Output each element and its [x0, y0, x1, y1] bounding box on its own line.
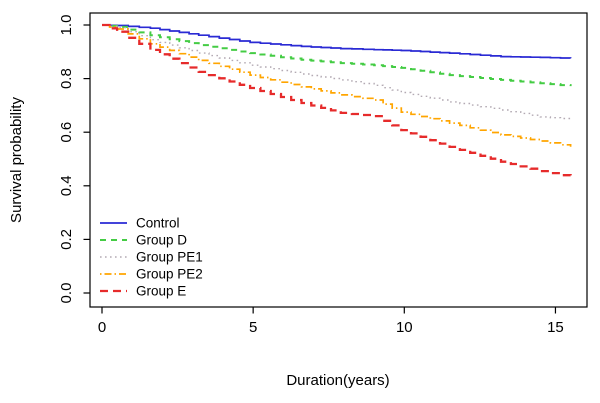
- y-tick-label: 0.8: [58, 68, 75, 89]
- legend-label-group-d: Group D: [136, 233, 187, 248]
- series-line-group-e: [102, 23, 572, 178]
- x-tick-label: 0: [98, 319, 106, 336]
- legend-label-group-pe2: Group PE2: [136, 267, 203, 282]
- plot-border: [89, 12, 588, 308]
- x-tick-label: 15: [547, 319, 564, 336]
- y-tick-label: 0.4: [58, 175, 75, 196]
- series-line-group-d: [102, 24, 572, 87]
- y-tick-label: 0.2: [58, 229, 75, 250]
- series-lines: [102, 23, 572, 178]
- y-tick-label: 0.0: [58, 283, 75, 304]
- legend-label-group-pe1: Group PE1: [136, 250, 203, 265]
- y-tick-label: 0.6: [58, 122, 75, 143]
- x-tick-label: 10: [396, 319, 413, 336]
- series-line-group-pe2: [102, 24, 572, 147]
- x-axis-title: Duration(years): [286, 372, 389, 389]
- x-axis: 0 5 10 15: [98, 307, 564, 336]
- x-tick-label: 5: [249, 319, 257, 336]
- y-tick-label: 1.0: [58, 15, 75, 36]
- legend-label-group-e: Group E: [136, 284, 186, 299]
- legend: Control Group D Group PE1 Group PE2 Group E: [100, 216, 203, 299]
- y-axis-title: Survival probability: [8, 97, 25, 223]
- legend-label-control: Control: [136, 216, 180, 231]
- series-line-control: [102, 24, 572, 59]
- series-line-group-pe1: [102, 24, 572, 120]
- y-axis: 0.0 0.2 0.4 0.6 0.8 1.0: [58, 15, 90, 304]
